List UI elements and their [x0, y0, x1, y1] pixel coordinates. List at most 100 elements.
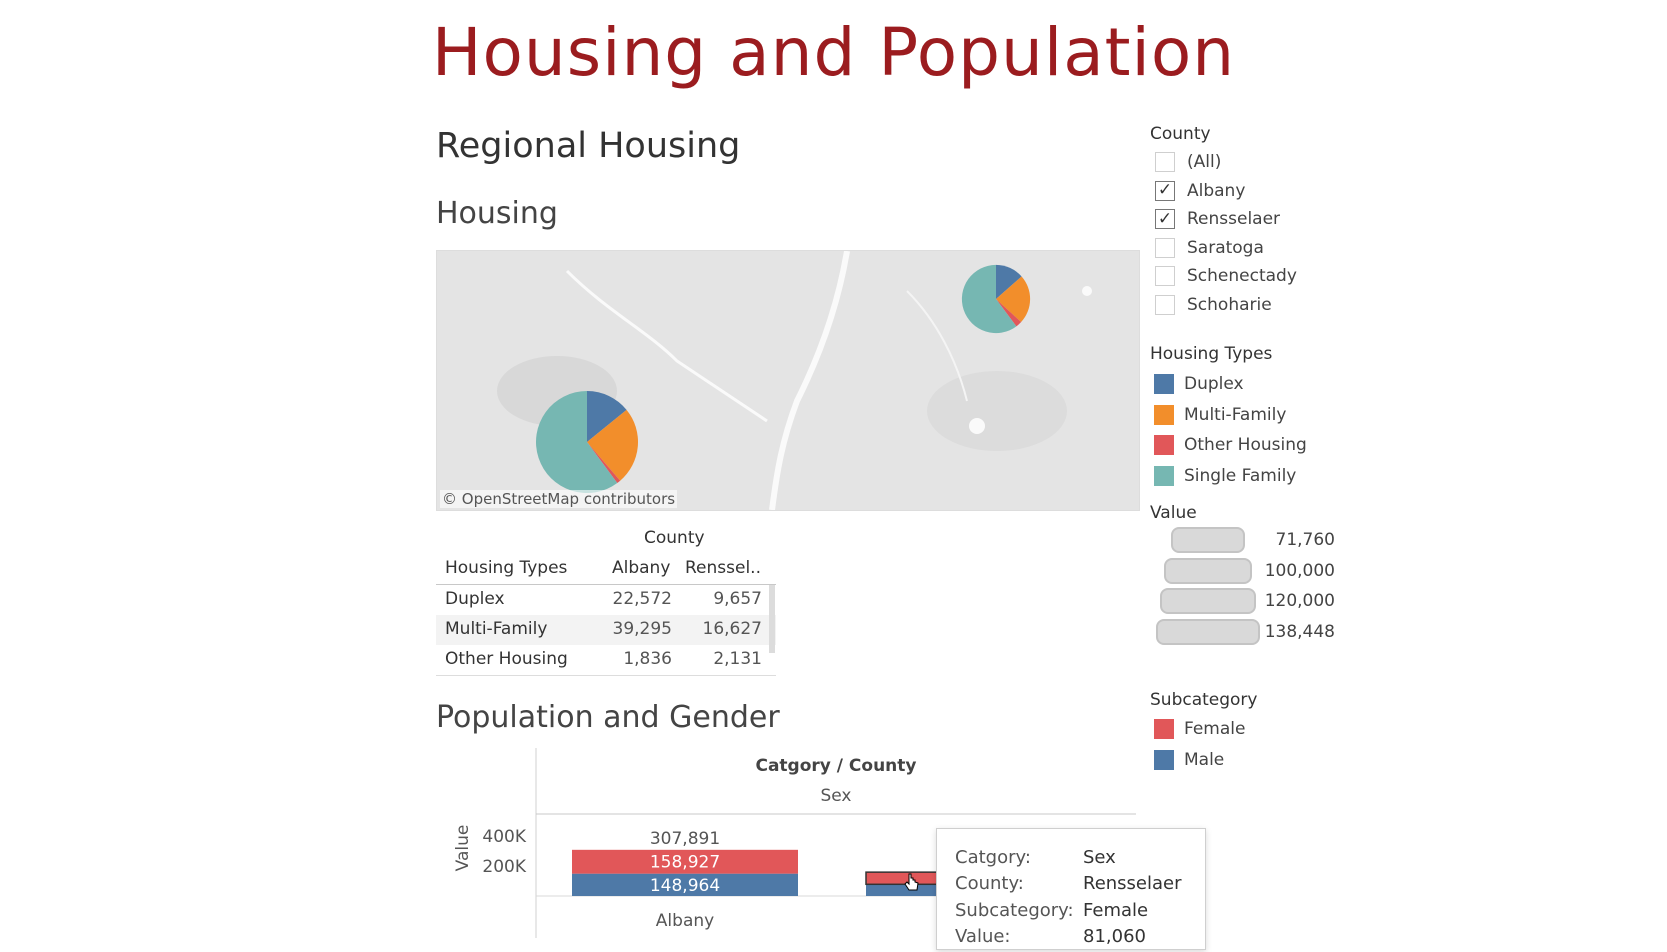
- subcategory-legend: Female Male: [1154, 714, 1245, 775]
- checkbox-checked[interactable]: ✓: [1155, 180, 1175, 201]
- pie-slice[interactable]: [961, 264, 1017, 334]
- housing-type-legend-label: Duplex: [1184, 374, 1244, 395]
- housing-type-legend-item[interactable]: Single Family: [1154, 461, 1307, 492]
- tooltip-key: Subcategory:: [955, 900, 1074, 921]
- value-size-swatch: [1159, 588, 1257, 614]
- checkbox[interactable]: [1155, 294, 1175, 315]
- county-filter-item-albany[interactable]: ✓ Albany: [1155, 177, 1297, 206]
- bar-total-label: 307,891: [650, 829, 720, 849]
- tooltip-value: Female: [1083, 900, 1149, 921]
- tooltip-key: County:: [955, 873, 1024, 894]
- bar-female-albany[interactable]: [572, 849, 798, 874]
- table-cell: 9,657: [713, 589, 762, 609]
- housing-table: County Housing Types Albany Renssel.. Du…: [436, 522, 776, 676]
- subcategory-legend-label: Male: [1184, 749, 1225, 770]
- value-size-swatch: [1163, 557, 1253, 584]
- bar-male-rensselaer[interactable]: [866, 884, 986, 896]
- subcategory-legend-label: Female: [1184, 719, 1246, 740]
- dashboard-title: Housing and Population: [431, 14, 1236, 91]
- value-legend-label: 120,000: [1264, 591, 1335, 611]
- hand-cursor-icon: [904, 873, 919, 891]
- table-cell: 16,627: [702, 619, 762, 639]
- table-super-header: County: [644, 528, 705, 548]
- bar-chart-svg: Catgory / County Sex Value 400K 200K 148,964 1…: [453, 748, 1138, 938]
- pie-slice[interactable]: [587, 391, 627, 442]
- table-row[interactable]: [436, 645, 776, 675]
- table-col-albany[interactable]: Albany: [612, 558, 671, 578]
- tooltip-key: Value:: [955, 926, 1011, 947]
- tooltip-value: Rensselaer: [1083, 873, 1182, 894]
- tooltip-value: 81,060: [1083, 926, 1146, 947]
- housing-type-legend-label: Other Housing: [1184, 435, 1307, 456]
- pie-slice[interactable]: [996, 264, 1022, 299]
- value-legend-title: Value: [1150, 503, 1197, 523]
- pie-layer: [536, 264, 1031, 493]
- subcategory-legend-item[interactable]: Male: [1154, 745, 1245, 776]
- checkbox[interactable]: [1155, 152, 1175, 173]
- county-filter-label: Albany: [1187, 180, 1246, 201]
- county-filter-item-saratoga[interactable]: Saratoga: [1155, 234, 1297, 263]
- pie-slice[interactable]: [587, 442, 621, 484]
- chart-header: Catgory / County: [755, 756, 916, 776]
- bar-male-albany[interactable]: [572, 873, 798, 896]
- housing-type-legend-item[interactable]: Duplex: [1154, 369, 1307, 400]
- map-attribution[interactable]: © OpenStreetMap contributors: [440, 490, 678, 508]
- table-row[interactable]: [436, 615, 776, 645]
- county-filter-label: (All): [1187, 152, 1222, 173]
- color-swatch: [1154, 749, 1174, 770]
- table-col-rensselaer[interactable]: Renssel..: [685, 558, 761, 578]
- table-cell: 1,836: [623, 649, 672, 669]
- county-filter-item-schenectady[interactable]: Schenectady: [1155, 262, 1297, 291]
- value-size-swatch: [1170, 527, 1246, 553]
- checkbox-checked[interactable]: ✓: [1155, 209, 1175, 230]
- pie-slice[interactable]: [587, 409, 638, 481]
- value-legend-label: 100,000: [1264, 560, 1335, 581]
- checkbox[interactable]: [1155, 237, 1175, 258]
- table-row-header: Housing Types: [445, 558, 568, 578]
- tooltip-row-county: County: Rensselaer: [955, 873, 1182, 899]
- x-axis-label: Albany: [656, 911, 714, 931]
- bar-data-label: 158,927: [650, 853, 720, 873]
- housing-map[interactable]: © OpenStreetMap contributors: [436, 250, 1140, 511]
- table-scrollbar[interactable]: [769, 585, 775, 653]
- county-filter-label: Rensselaer: [1187, 209, 1281, 230]
- pie-slice[interactable]: [536, 391, 618, 493]
- population-bar-chart: Catgory / County Sex Value 400K 200K 148,964 1…: [436, 748, 1138, 938]
- housing-type-legend-item[interactable]: Multi-Family: [1154, 400, 1307, 431]
- subcategory-legend-item[interactable]: Female: [1154, 714, 1245, 745]
- pie-rensselaer[interactable]: [961, 264, 1031, 334]
- pie-slice[interactable]: [996, 276, 1031, 323]
- table-cell: 39,295: [612, 619, 672, 639]
- table-row-label: Other Housing: [445, 649, 568, 669]
- tooltip-key: Catgory:: [955, 847, 1031, 868]
- housing-type-legend-label: Multi-Family: [1184, 404, 1287, 425]
- color-swatch: [1154, 435, 1174, 456]
- value-legend-label: 138,448: [1264, 621, 1335, 642]
- y-tick-label: 400K: [482, 827, 526, 847]
- county-filter-title: County: [1150, 124, 1211, 144]
- county-filter-item-all[interactable]: (All): [1155, 148, 1297, 177]
- table-row-label: Multi-Family: [445, 619, 548, 639]
- chart-subheader: Sex: [820, 786, 851, 806]
- pie-albany[interactable]: [536, 391, 638, 493]
- checkbox[interactable]: [1155, 266, 1175, 287]
- table-row-label: Duplex: [445, 589, 505, 609]
- housing-type-legend-item[interactable]: Other Housing: [1154, 430, 1307, 461]
- county-filter-item-rensselaer[interactable]: ✓ Rensselaer: [1155, 205, 1297, 234]
- subcategory-legend-title: Subcategory: [1150, 690, 1258, 710]
- county-filter-item-schoharie[interactable]: Schoharie: [1155, 291, 1297, 320]
- table-cell: 22,572: [612, 589, 672, 609]
- y-tick-label: 200K: [482, 857, 526, 877]
- color-swatch: [1154, 404, 1174, 425]
- pie-slice[interactable]: [996, 299, 1022, 327]
- tooltip-row-value: Value: 81,060: [955, 926, 1146, 952]
- county-filter-label: Saratoga: [1187, 237, 1264, 258]
- color-swatch: [1154, 465, 1174, 486]
- color-swatch: [1154, 374, 1174, 395]
- bar-data-label: 148,964: [650, 876, 720, 896]
- table-row[interactable]: [436, 585, 776, 615]
- housing-heading: Housing: [436, 196, 558, 231]
- county-filter-label: Schoharie: [1187, 294, 1272, 315]
- tooltip-row-subcategory: Subcategory: Female: [955, 900, 1148, 926]
- county-filter-label: Schenectady: [1187, 266, 1297, 287]
